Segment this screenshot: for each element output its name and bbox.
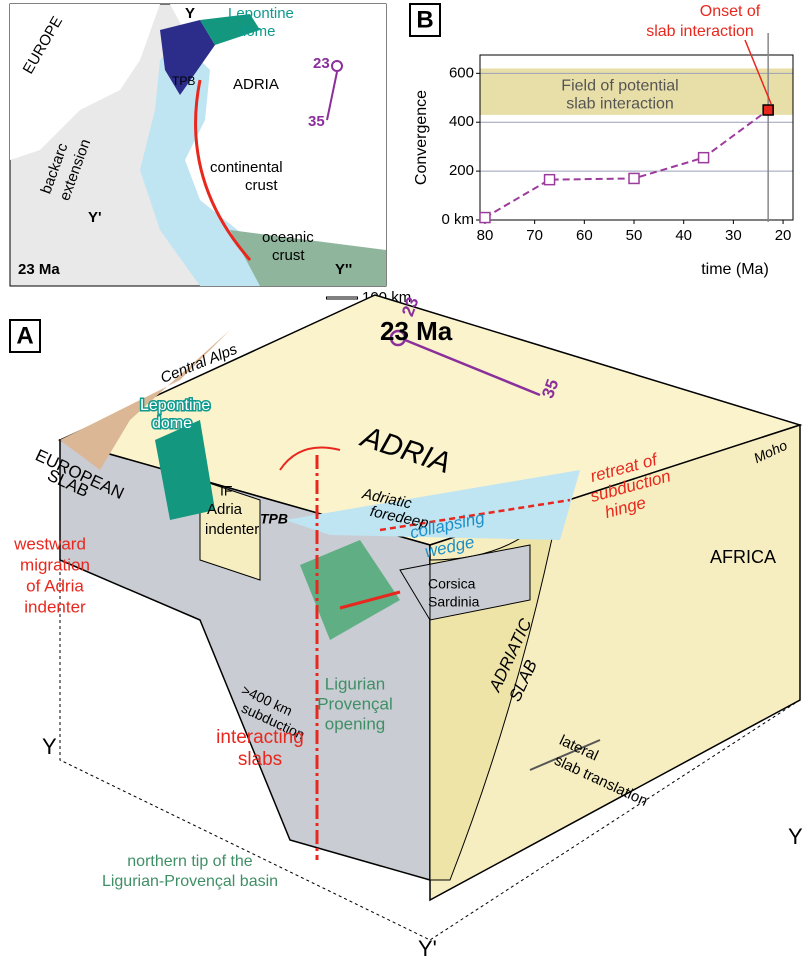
label: northern tip of the (127, 853, 253, 870)
label: crust (245, 177, 278, 194)
label: slabs (238, 749, 282, 770)
point (629, 173, 639, 183)
point (480, 213, 490, 223)
x-axis-label: time (Ma) (701, 261, 769, 278)
label: indenter (24, 597, 86, 616)
point (763, 105, 773, 115)
annotation: Onset of (700, 3, 761, 20)
label: of Adria (26, 576, 84, 595)
label: Y'' (335, 261, 352, 278)
point (545, 175, 555, 185)
label: Lepontine (140, 397, 210, 414)
y-tick-label: 400 (449, 113, 474, 130)
label: Y (42, 734, 57, 759)
label: Ligurian-Provençal basin (102, 873, 278, 890)
annotation: slab interaction (646, 23, 754, 40)
label: AFRICA (710, 547, 776, 567)
label: Sardinia (428, 594, 480, 610)
label: ADRIA (233, 76, 279, 93)
field-label: slab interaction (566, 96, 674, 113)
y-tick-label: 600 (449, 64, 474, 81)
label: TPB (260, 511, 288, 527)
panel-label: A (16, 322, 33, 349)
label: westward (13, 534, 86, 553)
label: dome (238, 23, 276, 40)
y-tick-label: 0 km (441, 211, 474, 228)
x-tick-label: 30 (725, 227, 742, 244)
x-tick-label: 40 (675, 227, 692, 244)
series-line (485, 110, 768, 218)
label: Y' (88, 209, 102, 226)
label: dome (152, 415, 192, 432)
label: TPB (172, 74, 195, 88)
label: indenter (205, 521, 259, 538)
label: 23 Ma (18, 261, 60, 278)
label: migration (20, 555, 90, 574)
y-axis-label: Convergence (413, 90, 430, 185)
x-tick-label: 50 (626, 227, 643, 244)
label: 23 Ma (380, 316, 453, 346)
label: 35 (308, 113, 325, 130)
label: Ligurian (325, 674, 386, 693)
label: opening (325, 714, 386, 733)
label: Corsica (428, 576, 476, 592)
x-tick-label: 70 (526, 227, 543, 244)
field-label: Field of potential (561, 78, 678, 95)
point (699, 153, 709, 163)
panel-label: B (416, 6, 433, 33)
x-tick-label: 20 (775, 227, 792, 244)
x-tick-label: 80 (477, 227, 494, 244)
label: Y' (418, 936, 437, 961)
label: Lepontine (228, 5, 294, 22)
label: continental (210, 159, 283, 176)
label: interacting (216, 727, 304, 748)
label: Y (185, 5, 195, 22)
x-tick-label: 60 (576, 227, 593, 244)
figure: EUROPE Y Lepontine dome TPB ADRIA 23 35 … (0, 0, 809, 962)
label: Adria (207, 501, 243, 518)
label: crust (272, 247, 305, 264)
label: 23 (313, 55, 330, 72)
y-tick-label: 200 (449, 162, 474, 179)
label: Provençal (317, 694, 393, 713)
label: oceanic (262, 229, 314, 246)
label: Y (788, 824, 803, 849)
label: IF (220, 483, 232, 499)
